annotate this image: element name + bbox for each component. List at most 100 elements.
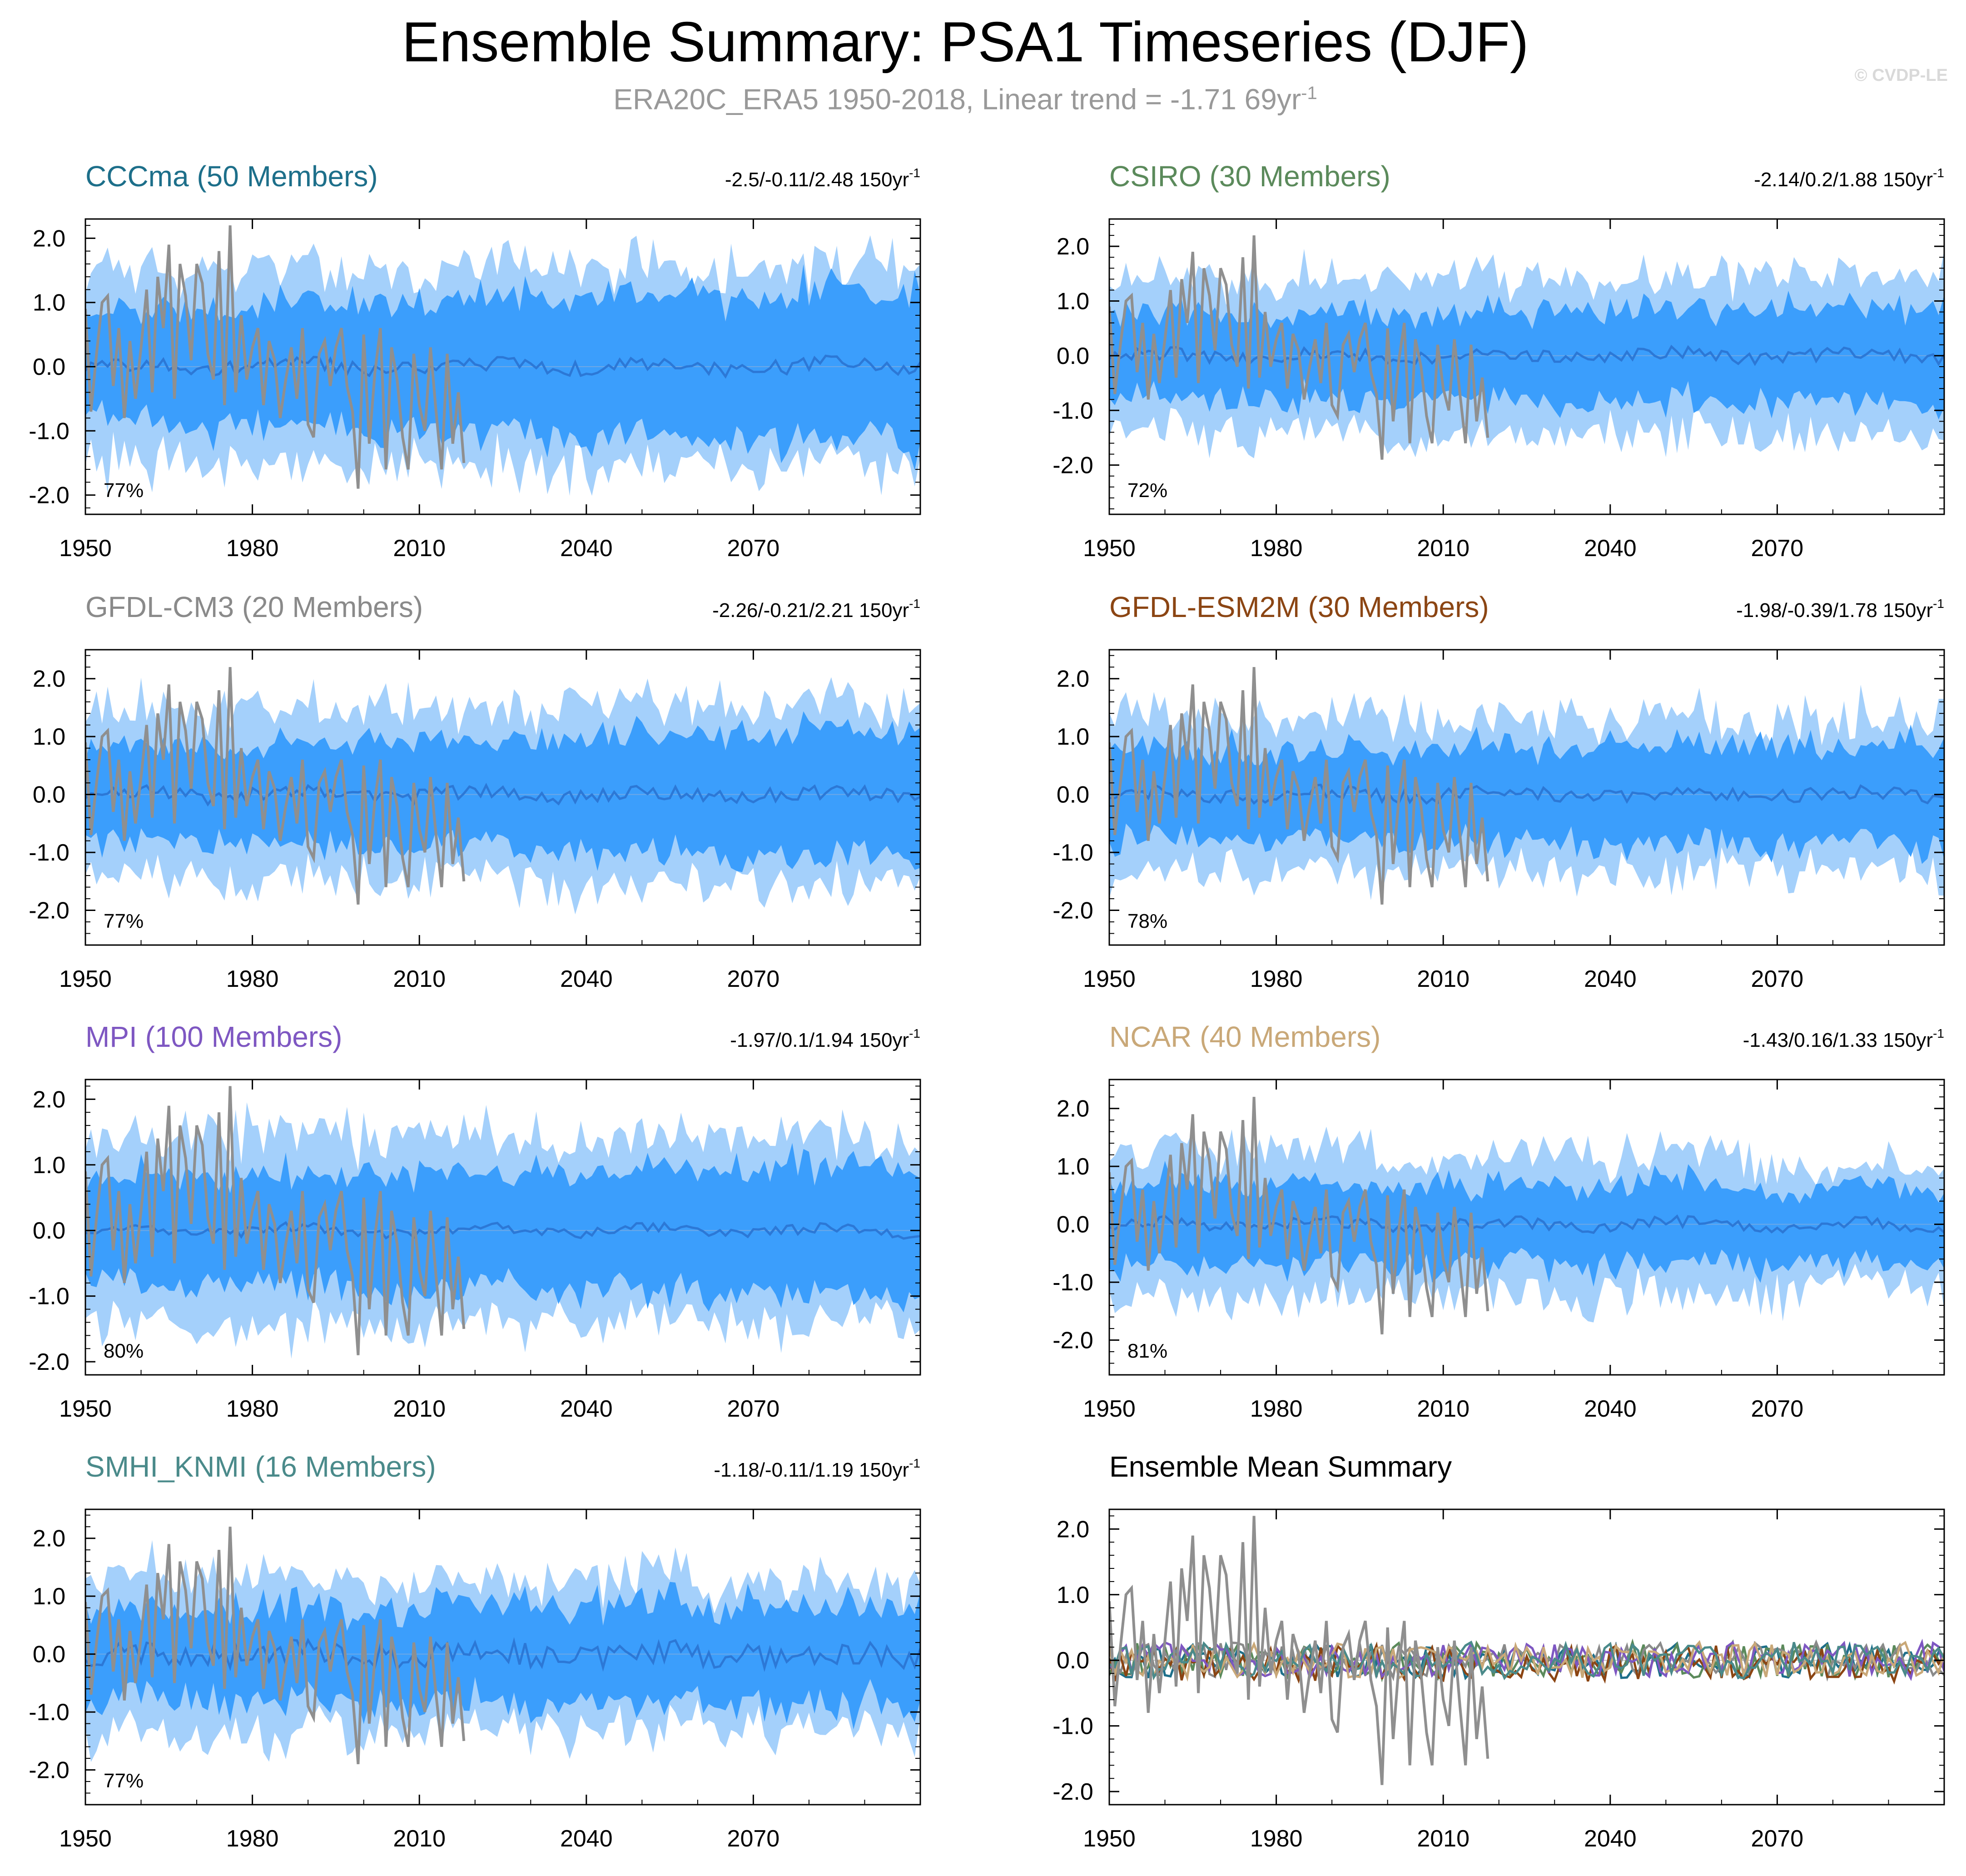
y-tick-label: -1.0 <box>29 418 70 444</box>
x-tick-label: 2040 <box>560 1826 613 1852</box>
y-tick-label: 1.0 <box>33 1152 65 1179</box>
x-tick-label: 2040 <box>560 966 613 992</box>
y-tick-label: 2.0 <box>33 1526 65 1552</box>
x-tick-label: 2010 <box>393 1396 446 1422</box>
y-tick-label: -1.0 <box>29 1284 70 1310</box>
y-tick-label: 1.0 <box>1057 289 1089 315</box>
chart-panel-4: 1950 1980 2010 2040 2070 2.0 1.0 0.0 -1.0 -2.0 GFD… <box>1053 591 1945 992</box>
subtitle-superscript: -1 <box>1301 83 1317 103</box>
y-tick-label: 2.0 <box>1057 1096 1089 1122</box>
y-tick-label: -1.0 <box>1053 1713 1093 1740</box>
x-tick-label: 1980 <box>1250 535 1303 562</box>
panel-percent-text: 78% <box>1127 910 1167 932</box>
x-tick-label: 2010 <box>393 966 446 992</box>
y-tick-label: -2.0 <box>29 483 70 509</box>
copyright-watermark: © CVDP-LE <box>1854 66 1948 85</box>
x-tick-label: 2010 <box>1417 1826 1470 1852</box>
page-title: Ensemble Summary: PSA1 Timeseries (DJF) <box>402 11 1529 74</box>
x-tick-label: 2010 <box>1417 535 1470 562</box>
panel-title: MPI (100 Members) <box>85 1020 342 1053</box>
inner-spread-band <box>85 711 920 872</box>
plot-area <box>1109 1097 1944 1335</box>
plot-frame <box>84 1079 921 1376</box>
y-tick-label: 1.0 <box>1057 1154 1089 1180</box>
plot-area <box>1109 1516 1944 1785</box>
x-tick-label: 2010 <box>393 535 446 562</box>
y-tick-label: 2.0 <box>33 666 65 692</box>
panel-percent-text: 77% <box>104 479 144 502</box>
plot-area <box>1109 235 1944 460</box>
y-tick-label: -1.0 <box>1053 840 1093 866</box>
y-tick-label: 0.0 <box>33 1218 65 1244</box>
x-tick-label: 1950 <box>59 966 112 992</box>
chart-panel-1: 1950 1980 2010 2040 2070 2.0 1.0 0.0 -1.0 -2.0 CCC… <box>29 160 921 562</box>
panel-percent-text: 81% <box>1127 1340 1167 1362</box>
plot-area <box>85 1086 920 1359</box>
inner-spread-band <box>1109 1160 1944 1287</box>
y-tick-label: 1.0 <box>1057 724 1089 750</box>
subtitle-text: ERA20C_ERA5 1950-2018, Linear trend = -1… <box>613 83 1301 116</box>
x-tick-label: 2070 <box>1751 1396 1804 1422</box>
x-tick-label: 1980 <box>1250 966 1303 992</box>
x-tick-label: 1950 <box>1083 1826 1136 1852</box>
panel-percent-text: 77% <box>104 910 144 932</box>
y-tick-label: 1.0 <box>1057 1582 1089 1608</box>
y-tick-label: -2.0 <box>1053 1328 1093 1354</box>
x-tick-label: 2070 <box>727 1826 780 1852</box>
observations-line <box>85 1527 466 1765</box>
y-tick-label: -2.0 <box>29 1757 70 1784</box>
chart-panel-2: 1950 1980 2010 2040 2070 2.0 1.0 0.0 -1.0 -2.0 CSI… <box>1053 160 1945 562</box>
y-tick-label: -1.0 <box>1053 398 1093 424</box>
y-tick-label: 2.0 <box>1057 666 1089 692</box>
y-tick-label: 0.0 <box>1057 343 1089 369</box>
chart-panel-6: 1950 1980 2010 2040 2070 2.0 1.0 0.0 -1.0 -2.0 NCA… <box>1053 1020 1945 1422</box>
x-tick-label: 2010 <box>393 1826 446 1852</box>
y-tick-label: -1.0 <box>29 840 70 866</box>
panel-title: NCAR (40 Members) <box>1109 1020 1380 1053</box>
plot-area <box>85 667 920 915</box>
y-tick-label: 1.0 <box>33 724 65 750</box>
y-tick-label: -1.0 <box>29 1699 70 1726</box>
y-tick-label: 2.0 <box>1057 1516 1089 1543</box>
x-tick-label: 2070 <box>1751 535 1804 562</box>
inner-spread-band <box>85 264 920 471</box>
x-tick-label: 1980 <box>226 1396 279 1422</box>
y-tick-label: -2.0 <box>1053 898 1093 924</box>
observations-line <box>1109 1516 1489 1785</box>
plot-area <box>85 1527 920 1765</box>
panel-range-text: -2.5/-0.11/2.48 150yr-1 <box>725 166 920 191</box>
x-tick-label: 2010 <box>1417 966 1470 992</box>
y-tick-label: -2.0 <box>1053 453 1093 479</box>
x-tick-label: 2040 <box>1584 1826 1637 1852</box>
x-tick-label: 2040 <box>560 1396 613 1422</box>
panel-title: CSIRO (30 Members) <box>1109 160 1390 193</box>
observations-line <box>1109 1097 1489 1335</box>
panel-percent-text: 72% <box>1127 479 1167 502</box>
panel-percent-text: 77% <box>104 1770 144 1792</box>
plot-frame <box>84 1508 921 1806</box>
x-tick-label: 2070 <box>727 1396 780 1422</box>
y-tick-label: 1.0 <box>33 1583 65 1610</box>
plot-frame <box>84 649 921 946</box>
x-tick-label: 1950 <box>59 1826 112 1852</box>
panel-range-text: -2.14/0.2/1.88 150yr-1 <box>1754 166 1944 191</box>
plot-area <box>1109 667 1944 905</box>
x-tick-label: 2040 <box>1584 1396 1637 1422</box>
x-tick-label: 2010 <box>1417 1396 1470 1422</box>
x-tick-label: 1980 <box>226 535 279 562</box>
y-tick-label: 0.0 <box>33 354 65 380</box>
observations-line <box>1109 235 1489 460</box>
panel-range-text: -2.26/-0.21/2.21 150yr-1 <box>712 597 920 622</box>
panel-percent-text: 80% <box>104 1340 144 1362</box>
x-tick-label: 1980 <box>226 1826 279 1852</box>
x-tick-label: 2070 <box>727 966 780 992</box>
y-tick-label: 2.0 <box>33 1086 65 1113</box>
panel-range-text: -1.43/0.16/1.33 150yr-1 <box>1743 1026 1944 1051</box>
panel-title: SMHI_KNMI (16 Members) <box>85 1450 436 1483</box>
panel-range-text: -1.98/-0.39/1.78 150yr-1 <box>1736 597 1944 622</box>
x-tick-label: 2070 <box>1751 1826 1804 1852</box>
x-tick-label: 2070 <box>1751 966 1804 992</box>
chart-panel-8: 1950 1980 2010 2040 2070 2.0 1.0 0.0 -1.0 -2.0 Ens… <box>1053 1450 1945 1852</box>
chart-panel-3: 1950 1980 2010 2040 2070 2.0 1.0 0.0 -1.0 -2.0 GFD… <box>29 591 921 992</box>
